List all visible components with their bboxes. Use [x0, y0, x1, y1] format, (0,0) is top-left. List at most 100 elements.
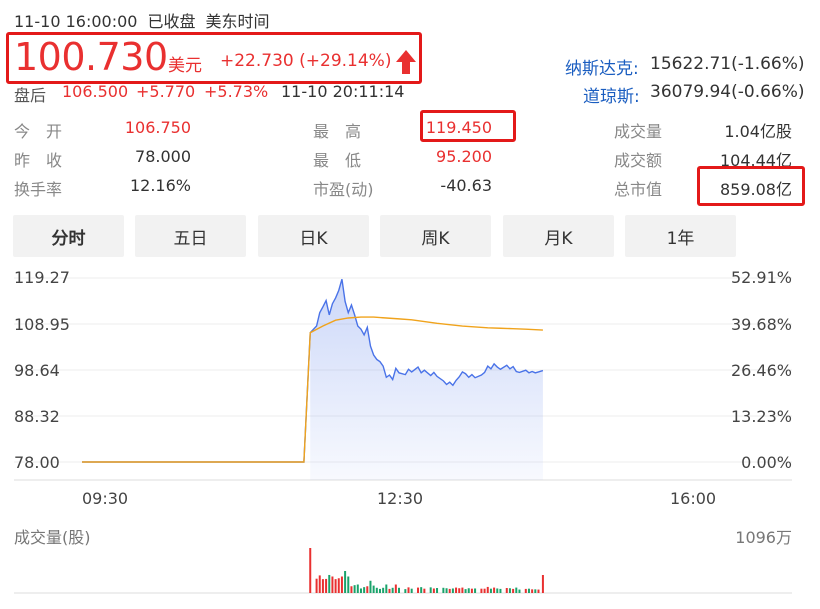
highlight-box-mcap [697, 166, 805, 206]
highlight-box-high [420, 110, 516, 142]
volume-bar [442, 587, 445, 593]
chart-period-tabs: 分时 五日 日K 周K 月K 1年 [13, 215, 737, 257]
last-price: 100.730 [14, 35, 168, 79]
volume-bar [448, 588, 451, 593]
volume-bar [445, 588, 448, 593]
volume-bar [423, 588, 426, 593]
volume-bar [347, 576, 350, 593]
volume-bar [499, 588, 502, 593]
amount-label: 成交额 [614, 151, 663, 170]
pe-label: 市盈(动) [313, 180, 374, 199]
turnover-label: 换手率 [14, 180, 63, 199]
x-tick: 16:00 [670, 489, 717, 508]
volume-bar [455, 587, 458, 593]
volume-bar [366, 586, 369, 593]
y-tick-left: 119.27 [14, 268, 70, 287]
volume-bar [363, 587, 366, 593]
volume-bar [493, 587, 496, 593]
volume-bar [470, 588, 473, 593]
y-tick-left: 108.95 [14, 315, 70, 334]
volume-bar [464, 589, 467, 593]
prev-close-label: 昨 收 [14, 151, 63, 170]
tab-daily-k[interactable]: 日K [258, 215, 369, 257]
currency: 美元 [168, 56, 202, 76]
volume-bar [369, 580, 372, 593]
volume-bar [534, 589, 537, 593]
low-label: 最 低 [313, 151, 362, 170]
x-tick: 12:30 [377, 489, 424, 508]
volume-bar [436, 588, 439, 593]
volume-bar [321, 579, 324, 593]
volume-bar [315, 578, 318, 593]
volume-bar [344, 571, 347, 593]
tab-monthly-k[interactable]: 月K [503, 215, 614, 257]
tab-weekly-k[interactable]: 周K [380, 215, 491, 257]
tab-intraday[interactable]: 分时 [13, 215, 124, 257]
volume-bar [527, 588, 530, 593]
volume-bar [508, 588, 511, 593]
volume-value: 1.04亿股 [724, 122, 792, 141]
volume-bar [420, 587, 423, 593]
tab-five-day[interactable]: 五日 [135, 215, 246, 257]
volume-bar [359, 588, 362, 593]
highlight-box-price [6, 32, 422, 84]
y-tick-right: 13.23% [730, 407, 792, 426]
average-price-line [82, 316, 543, 463]
volume-bar [496, 588, 499, 593]
volume-bar [334, 579, 337, 593]
volume-bar [325, 578, 328, 593]
arrow-up-icon [396, 50, 416, 74]
volume-bar [328, 574, 331, 593]
volume-bar [483, 588, 486, 593]
volume-bar [474, 588, 477, 593]
y-tick-left: 98.64 [14, 361, 60, 380]
after-hours-price: 106.500 [62, 82, 129, 101]
volume-bar [398, 587, 400, 593]
market-status: 已收盘 [147, 12, 196, 31]
tab-one-year[interactable]: 1年 [625, 215, 736, 257]
volume-bar [467, 588, 470, 593]
volume-max-label: 1096万 [735, 528, 792, 547]
y-tick-right: 0.00% [741, 453, 792, 472]
market-cap-value: 859.08亿 [720, 180, 792, 199]
volume-bar [337, 578, 340, 593]
volume-bar [382, 587, 385, 593]
volume-bar [407, 587, 410, 593]
volume-bar [432, 588, 435, 593]
volume-bar [461, 587, 464, 593]
volume-bar [458, 588, 461, 593]
after-hours-time: 11-10 20:11:14 [281, 82, 405, 101]
dow-label[interactable]: 道琼斯: [583, 87, 640, 107]
high-value: 119.450 [425, 118, 492, 137]
quote-time: 11-10 16:00:00 已收盘 美东时间 [14, 8, 279, 32]
volume-bar [531, 589, 534, 593]
volume-bar [372, 585, 375, 593]
volume-bar [518, 589, 521, 593]
timezone: 美东时间 [205, 12, 270, 31]
open-value: 106.750 [124, 118, 191, 137]
volume-label: 成交量 [614, 122, 663, 141]
pe-value: -40.63 [440, 176, 492, 195]
turnover-value: 12.16% [129, 176, 191, 195]
amount-value: 104.44亿 [720, 151, 792, 170]
datetime: 11-10 16:00:00 [14, 12, 138, 31]
high-label: 最 高 [313, 122, 362, 141]
volume-bar [404, 589, 407, 593]
volume-bar [480, 588, 483, 593]
nasdaq-label[interactable]: 纳斯达克: [565, 59, 639, 79]
y-tick-left: 88.32 [14, 407, 60, 426]
price-area [310, 279, 543, 480]
volume-bar [385, 584, 388, 593]
volume-chart-label: 成交量(股) [14, 528, 91, 547]
volume-bar [410, 588, 413, 593]
volume-bar [537, 589, 540, 593]
volume-bar [489, 588, 492, 593]
open-label: 今 开 [14, 122, 63, 141]
volume-bar [394, 584, 397, 593]
price-line [82, 279, 544, 463]
after-hours-pct: +5.73% [204, 82, 269, 101]
volume-bar [515, 587, 518, 593]
volume-bar [512, 588, 515, 593]
volume-bar [541, 575, 544, 593]
